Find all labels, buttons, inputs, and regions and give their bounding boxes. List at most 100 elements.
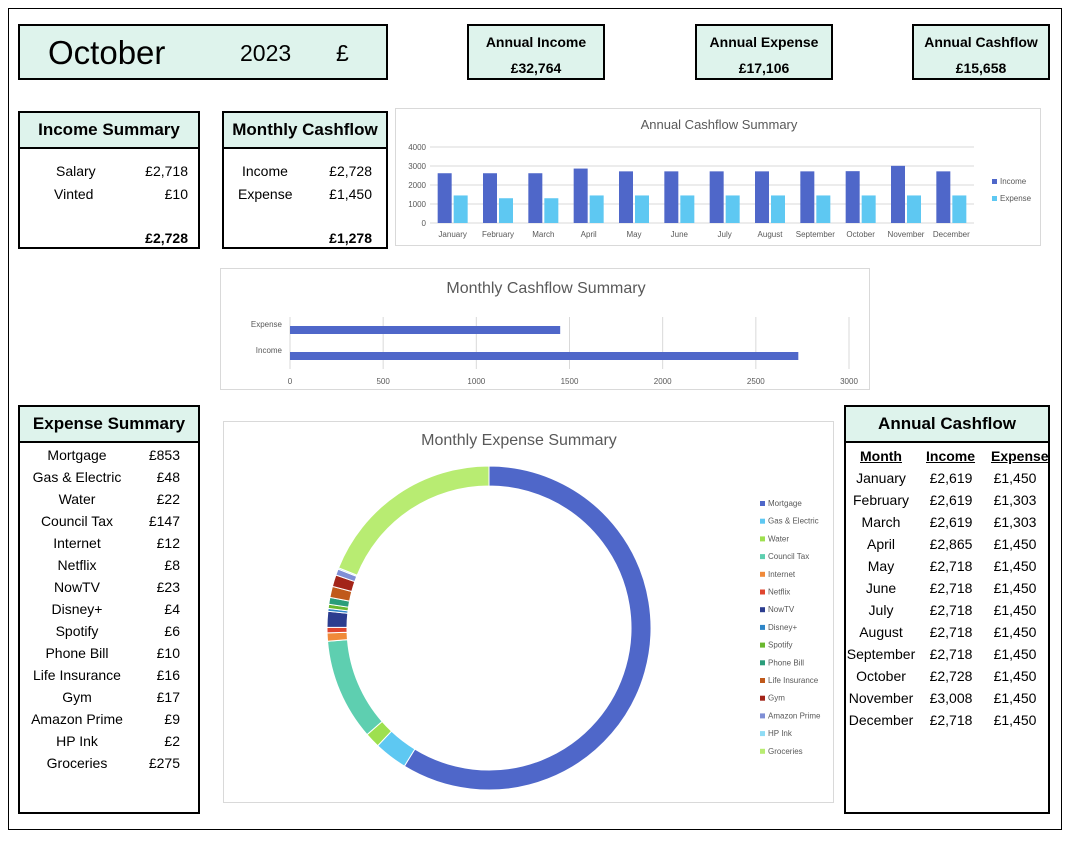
table-cell-income: £2,718 [929,558,973,574]
bar-expense [725,195,740,223]
table-cell-month: September [846,646,916,662]
annual-expense-label: Annual Expense [709,34,819,50]
bar-income [936,171,951,223]
table-cell-month: May [867,558,895,574]
y-tick-label: 4000 [408,143,426,152]
table-cell-expense: £1,450 [993,690,1037,706]
expense-item-value: £9 [164,711,180,727]
y-tick-label: 2000 [408,181,426,190]
legend-swatch [760,624,765,630]
table-cell-month: August [859,624,903,640]
expense-item-value: £17 [156,689,180,705]
x-tick-label: February [482,230,514,239]
x-tick-label: July [718,230,732,239]
bar-income [290,352,799,360]
slice-council-tax [327,639,383,736]
table-cell-expense: £1,450 [993,602,1037,618]
expense-item-value: £12 [156,535,180,551]
expense-item-label: Life Insurance [33,667,121,683]
monthly-cashflow-title: Monthly Cashflow [222,111,388,149]
expense-item-value: £8 [164,557,180,573]
cashflow-item-label: Income [242,163,288,179]
annual-income-label: Annual Income [485,34,587,50]
x-tick-label: 2500 [747,377,765,386]
expense-summary-title: Expense Summary [18,405,200,443]
x-tick-label: January [438,230,466,239]
bar-income [573,168,588,223]
expense-item-label: Amazon Prime [31,711,123,727]
table-cell-expense: £1,450 [993,536,1037,552]
expense-item-value: £16 [156,667,180,683]
y-tick-label: Income [256,346,283,355]
y-tick-label: 0 [422,219,427,228]
table-cell-month: October [856,668,906,684]
legend-swatch [760,713,765,719]
table-cell-expense: £1,303 [993,514,1037,530]
legend-swatch [760,642,765,648]
currency-label: £ [336,40,349,66]
table-cell-month: April [866,536,895,552]
legend-label: Gym [768,694,785,703]
slice-groceries [337,465,490,576]
x-tick-label: September [796,230,835,239]
legend-label: Income [1000,177,1027,186]
x-tick-label: June [671,230,689,239]
slice-netflix [326,626,348,634]
income-total: £2,728 [145,230,188,246]
monthly-cashflow-box: Income £2,728 Expense £1,450 £1,278 [222,147,388,249]
legend-swatch [760,571,765,577]
legend-swatch [760,554,765,560]
table-cell-expense: £1,450 [993,668,1037,684]
annual-cashflow-table-title: Annual Cashflow [844,405,1050,443]
table-header-income: Income [926,448,976,464]
legend-swatch [760,748,765,754]
bar-expense [680,195,695,223]
monthly-cashflow-chart: 0 500 1000 1500 2000 2500 3000 Expense Income [251,317,858,386]
expense-item-label: Spotify [55,623,99,639]
expense-item-label: HP Ink [56,733,98,749]
table-cell-income: £3,008 [929,690,973,706]
table-cell-income: £2,718 [929,602,973,618]
monthly-chart-title: Monthly Cashflow Summary [446,280,646,297]
bar-income [437,173,452,223]
table-cell-month: January [856,470,906,486]
income-item-label: Salary [56,163,96,179]
cashflow-total: £1,278 [329,230,372,246]
bar-income [800,171,815,223]
legend-label: Gas & Electric [768,517,819,526]
legend-label: Council Tax [768,552,809,561]
legend-label: Groceries [768,747,803,756]
x-tick-label: October [846,230,875,239]
expense-item-label: Disney+ [51,601,103,617]
annual-cashflow-kpi: Annual Cashflow £15,658 [912,24,1050,80]
x-tick-label: April [581,230,597,239]
expense-item-value: £6 [164,623,180,639]
table-cell-income: £2,718 [929,646,973,662]
bar-expense [290,326,561,334]
expense-item-label: Gym [62,689,92,705]
legend-label: Mortgage [768,499,802,508]
expense-item-value: £275 [148,755,180,771]
slice-nowtv [326,610,349,628]
monthly-cashflow-chart-panel: Monthly Cashflow Summary 0 500 1000 1500 200… [220,268,870,390]
table-cell-expense: £1,450 [993,624,1037,640]
bar-expense [635,195,649,223]
expense-item-value: £4 [164,601,180,617]
legend-label: Disney+ [768,623,797,632]
legend-swatch [760,660,765,666]
legend-label: Expense [1000,194,1032,203]
bar-income [709,171,724,223]
expense-item-label: Gas & Electric [32,469,122,485]
bar-expense [544,198,559,223]
bar-expense [771,195,785,223]
expense-item-value: £853 [148,447,180,463]
annual-cashflow-label: Annual Cashflow [924,34,1038,50]
x-tick-label: 3000 [840,377,858,386]
x-tick-label: November [888,230,925,239]
table-cell-income: £2,619 [929,470,973,486]
cashflow-item-label: Expense [238,186,293,202]
bar-expense [952,195,967,223]
bar-expense [907,195,921,223]
table-cell-month: July [868,602,894,618]
legend-label: Phone Bill [768,658,804,667]
